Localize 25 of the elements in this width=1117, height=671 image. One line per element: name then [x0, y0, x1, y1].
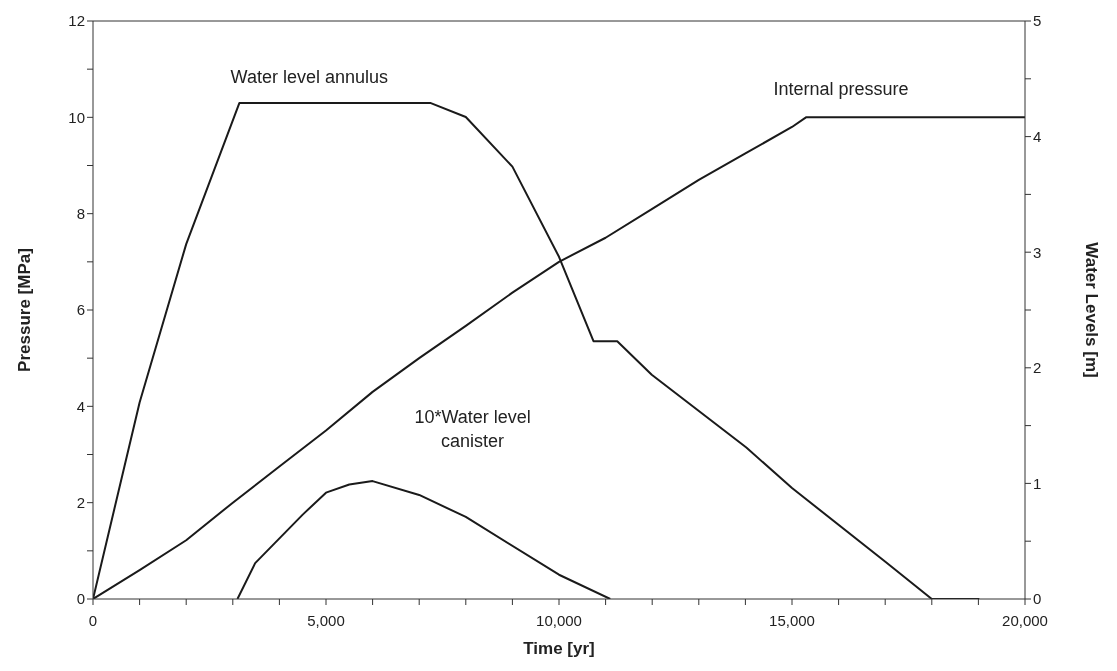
text: 10*Water level canister	[414, 407, 531, 452]
y-tick-label: 8	[76, 204, 85, 222]
line-series	[236, 480, 612, 599]
y-tick-label: 4	[76, 397, 85, 415]
x-tick-label: 15,000	[769, 611, 815, 629]
series-label: Internal pressure	[773, 79, 909, 100]
x-tick-label: 20,000	[1002, 611, 1048, 629]
y2-tick-label: 3	[1033, 243, 1042, 261]
series-label: Water level annulus	[230, 67, 389, 88]
y2-tick-label: 0	[1033, 590, 1042, 608]
y-tick-label: 12	[68, 12, 85, 30]
y-axis-title: Pressure [MPa]	[15, 248, 35, 372]
x-tick-label: 0	[88, 611, 98, 629]
y2-tick-label: 4	[1033, 127, 1042, 145]
x-axis-title: Time [yr]	[523, 639, 595, 658]
y-tick-label: 10	[68, 108, 85, 126]
y2-tick-label: 5	[1033, 12, 1042, 30]
y-tick-label: 6	[76, 301, 85, 319]
y2-axis-title: Water Levels [m]	[1081, 242, 1101, 378]
y-tick-label: 0	[76, 590, 85, 608]
y2-tick-label: 2	[1033, 359, 1042, 377]
x-tick-label: 10,000	[536, 611, 582, 629]
y2-tick-label: 1	[1033, 474, 1042, 492]
x-tick-label: 5,000	[307, 611, 345, 629]
y-tick-label: 2	[76, 493, 85, 511]
